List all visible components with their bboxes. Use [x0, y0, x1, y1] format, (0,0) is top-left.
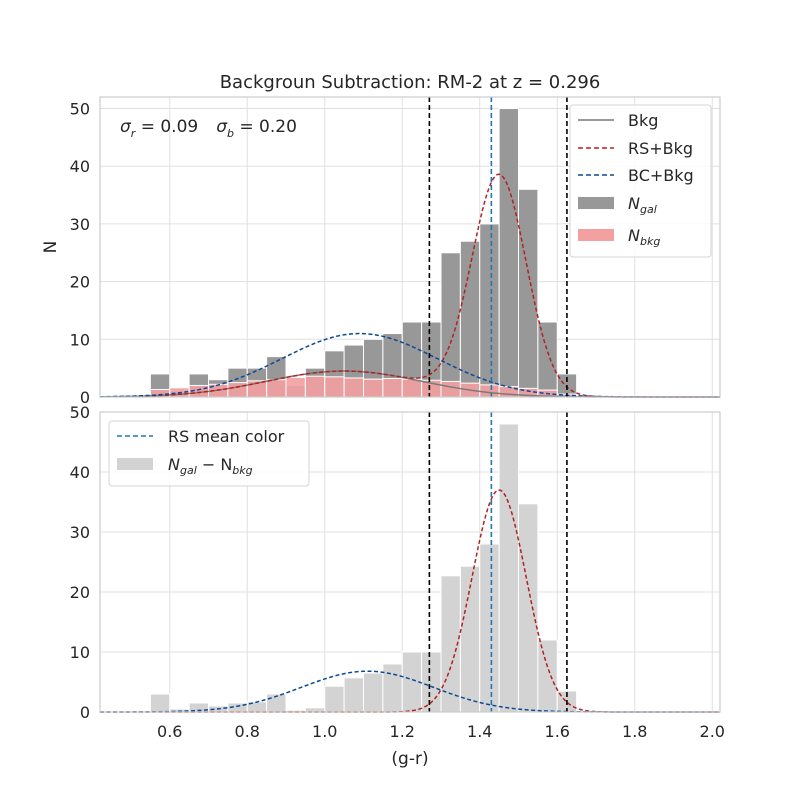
legend-ngal-label: Ngal	[628, 194, 657, 216]
nbkg-bar	[363, 378, 384, 398]
bottom-vlines	[428, 412, 568, 712]
legend-bkg-label: Bkg	[628, 111, 658, 130]
x-tick-label: 1.2	[390, 722, 415, 741]
y-tick-label: 40	[70, 463, 90, 482]
y-tick-label: 30	[70, 215, 90, 234]
nbkg-bar	[440, 380, 461, 398]
legend-residual-swatch	[117, 458, 153, 470]
ngal-bar	[440, 252, 461, 398]
top-legend: Bkg RS+Bkg BC+Bkg Ngal Nbkg	[569, 104, 712, 258]
y-tick-label: 50	[70, 100, 90, 119]
residual-bar	[518, 503, 539, 713]
residual-bar	[363, 672, 384, 713]
sigma-annotation: σr = 0.09 σb = 0.20	[120, 117, 297, 140]
residual-bar	[537, 639, 558, 713]
y-tick-label: 20	[70, 273, 90, 292]
y-tick-label: 0	[80, 703, 90, 722]
sigma-r-value: = 0.09	[135, 117, 198, 137]
y-tick-label: 40	[70, 157, 90, 176]
y-tick-label: 20	[70, 583, 90, 602]
x-tick-label: 1.6	[545, 722, 570, 741]
nbkg-bar	[324, 376, 345, 398]
ngal-bar	[498, 108, 519, 398]
residual-bar	[149, 693, 171, 713]
y-tick-label: 0	[80, 388, 90, 407]
nbkg-bar	[285, 376, 306, 398]
y-tick-label: 50	[70, 403, 90, 422]
legend-residual-label: Ngal − Nbkg	[168, 455, 253, 477]
legend-bc-bkg-label: BC+Bkg	[628, 166, 694, 185]
ngal-bar	[479, 223, 500, 398]
nbkg-bar	[304, 375, 326, 398]
x-tick-label: 0.6	[157, 722, 182, 741]
bottom-legend-box	[108, 420, 310, 487]
legend-rs-mean-label: RS mean color	[168, 427, 285, 446]
bottom-bars	[149, 423, 578, 713]
top-y-tick-labels: 0 10 20 30 40 50	[70, 100, 90, 407]
residual-bar	[382, 663, 403, 713]
legend-nbkg-swatch	[578, 229, 614, 241]
x-axis-label: (g-r)	[391, 749, 428, 769]
ngal-bar	[537, 321, 558, 398]
residual-bar	[324, 685, 345, 713]
top-legend-box	[569, 104, 712, 258]
sigma-b-value: = 0.20	[234, 117, 297, 137]
x-tick-label: 2.0	[700, 722, 725, 741]
x-tick-label: 1.8	[622, 722, 647, 741]
ngal-bar	[518, 188, 539, 398]
sigma-b-symbol: σ	[216, 117, 228, 137]
nbkg-bar	[382, 378, 403, 398]
x-tick-label: 0.8	[235, 722, 260, 741]
bottom-frame	[99, 411, 721, 713]
nbkg-bar	[401, 378, 423, 398]
bottom-y-tick-labels: 0 10 20 30 40 50	[70, 403, 90, 722]
residual-bar	[343, 677, 364, 713]
y-tick-label: 10	[70, 643, 90, 662]
top-bars	[149, 108, 578, 398]
sigma-r-symbol: σ	[120, 117, 132, 137]
x-tick-label: 1.0	[312, 722, 337, 741]
legend-ngal-swatch	[578, 197, 614, 209]
x-tick-label: 1.4	[467, 722, 492, 741]
nbkg-bar	[479, 384, 500, 398]
y-tick-label: 10	[70, 330, 90, 349]
chart-title: Backgroun Subtraction: RM-2 at z = 0.296	[220, 72, 601, 93]
residual-bar	[479, 543, 500, 713]
residual-bar	[498, 423, 519, 713]
bottom-panel: 0 10 20 30 40 50 0.6 0.8 1.0 1.2 1.4 1.6 1.8 2.0 (g-…	[70, 403, 725, 769]
legend-rs-bkg-label: RS+Bkg	[628, 139, 693, 158]
nbkg-bar	[343, 377, 364, 398]
y-tick-label: 30	[70, 523, 90, 542]
x-tick-labels: 0.6 0.8 1.0 1.2 1.4 1.6 1.8 2.0	[157, 722, 725, 741]
bottom-legend: RS mean color Ngal − Nbkg	[108, 420, 310, 487]
top-vlines	[428, 97, 568, 397]
sigma-r-subscript: r	[131, 127, 137, 140]
nbkg-bar	[227, 382, 248, 398]
top-y-axis-label: N	[41, 241, 61, 254]
nbkg-bar	[266, 379, 287, 398]
sigma-b-subscript: b	[227, 127, 234, 140]
legend-nbkg-label: Nbkg	[628, 226, 660, 248]
top-frame	[99, 96, 721, 398]
